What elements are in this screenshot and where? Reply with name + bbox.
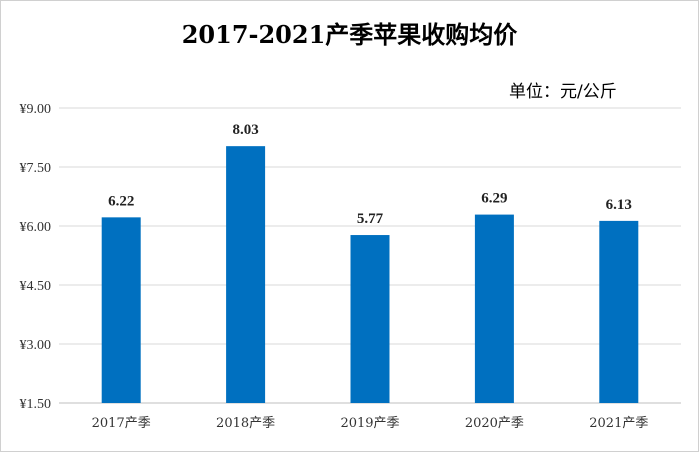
- data-label: 8.03: [232, 122, 258, 138]
- bar: [474, 214, 514, 403]
- data-label: 6.29: [481, 191, 507, 207]
- bar: [101, 217, 141, 403]
- data-label: 6.22: [108, 193, 134, 209]
- x-category-label: 2019产季: [340, 416, 399, 431]
- y-tick-label: ¥6.00: [20, 220, 52, 235]
- y-tick-label: ¥1.50: [20, 397, 52, 412]
- unit-label: 单位：元/公斤: [509, 82, 617, 102]
- data-label: 6.13: [606, 197, 632, 213]
- y-tick-label: ¥4.50: [20, 279, 52, 294]
- y-tick-label: ¥9.00: [20, 102, 52, 117]
- bar: [599, 220, 639, 403]
- chart-title: 2017-2021产季苹果收购均价: [181, 20, 518, 49]
- bar: [226, 146, 266, 404]
- data-label: 5.77: [357, 211, 384, 227]
- bar: [350, 235, 390, 403]
- y-tick-label: ¥7.50: [20, 161, 52, 176]
- x-category-label: 2017产季: [92, 416, 151, 431]
- x-category-label: 2018产季: [216, 416, 275, 431]
- x-category-label: 2020产季: [465, 416, 524, 431]
- x-category-label: 2021产季: [589, 416, 648, 431]
- y-tick-label: ¥3.00: [20, 338, 52, 353]
